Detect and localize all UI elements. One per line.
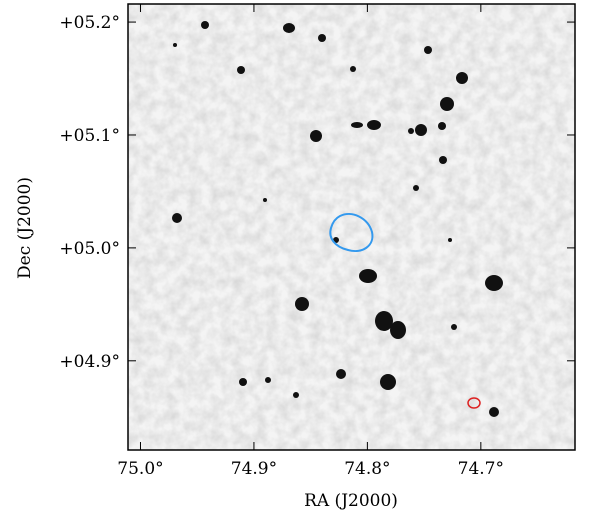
x-tick-label: 75.0°	[117, 459, 163, 479]
source	[456, 72, 468, 84]
x-tick-label: 74.8°	[344, 459, 390, 479]
source	[239, 378, 247, 386]
source	[375, 311, 393, 331]
source	[415, 124, 427, 136]
source	[295, 297, 309, 311]
source	[293, 392, 299, 398]
source	[336, 369, 346, 379]
source	[350, 66, 356, 72]
x-axis-label: RA (J2000)	[304, 491, 398, 511]
source	[263, 198, 267, 202]
source	[173, 43, 177, 47]
x-tick-label: 74.7°	[458, 459, 504, 479]
contour	[329, 213, 374, 252]
source	[172, 213, 182, 223]
source	[489, 407, 499, 417]
frame	[127, 3, 576, 451]
y-tick-label: +05.1°	[59, 126, 120, 146]
y-tick-label: +05.0°	[59, 239, 120, 259]
region-marker	[467, 397, 481, 409]
y-tick-label: +05.2°	[59, 13, 120, 33]
y-tick-label: +04.9°	[59, 352, 120, 372]
sky-image	[128, 4, 575, 450]
y-axis-label: Dec (J2000)	[15, 177, 35, 279]
source	[413, 185, 419, 191]
source	[380, 374, 396, 390]
source	[283, 23, 295, 33]
source	[237, 66, 245, 74]
source	[265, 377, 271, 383]
source	[390, 321, 406, 339]
source	[439, 156, 447, 164]
source	[367, 120, 381, 130]
source	[438, 122, 446, 130]
source	[201, 21, 209, 29]
source	[451, 324, 457, 330]
source	[408, 128, 414, 134]
source	[424, 46, 432, 54]
source	[448, 238, 452, 242]
source	[351, 122, 363, 128]
source	[359, 269, 377, 283]
source	[485, 275, 503, 291]
source	[318, 34, 326, 42]
source	[440, 97, 454, 111]
source	[310, 130, 322, 142]
x-tick-label: 74.9°	[231, 459, 277, 479]
